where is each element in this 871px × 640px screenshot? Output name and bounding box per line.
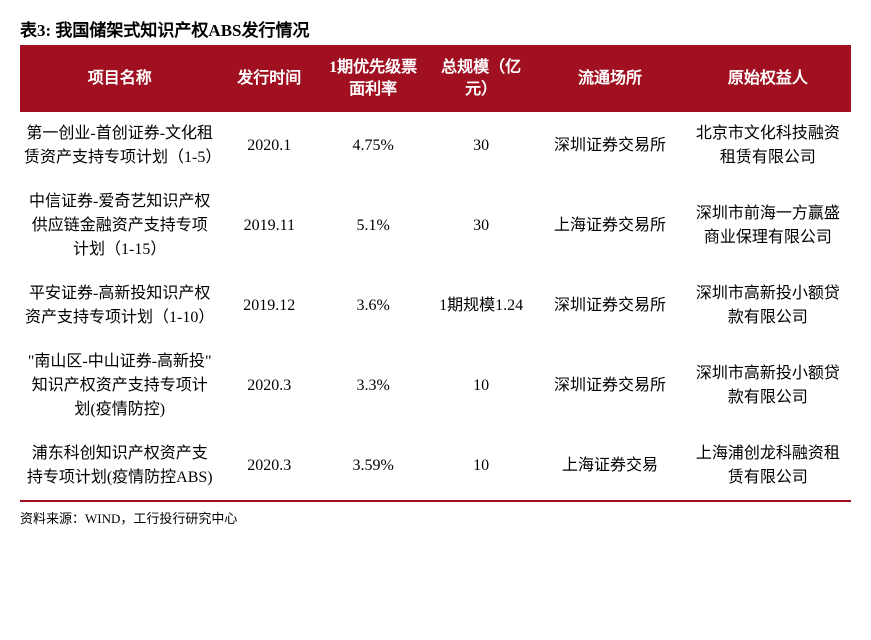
cell-exchange: 深圳证券交易所 (535, 272, 685, 340)
cell-date: 2020.3 (219, 432, 319, 500)
cell-originator: 深圳市前海一方赢盛商业保理有限公司 (685, 180, 851, 272)
cell-name: "南山区-中山证券-高新投" 知识产权资产支持专项计划(疫情防控) (20, 340, 219, 432)
cell-scale: 10 (427, 340, 535, 432)
header-rate: 1期优先级票面利率 (319, 47, 427, 112)
cell-date: 2019.11 (219, 180, 319, 272)
cell-exchange: 深圳证券交易所 (535, 340, 685, 432)
cell-rate: 3.3% (319, 340, 427, 432)
cell-name: 第一创业-首创证券-文化租赁资产支持专项计划（1-5） (20, 112, 219, 180)
header-scale: 总规模（亿元） (427, 47, 535, 112)
cell-rate: 4.75% (319, 112, 427, 180)
cell-exchange: 上海证券交易 (535, 432, 685, 500)
cell-name: 浦东科创知识产权资产支持专项计划(疫情防控ABS) (20, 432, 219, 500)
cell-scale: 30 (427, 180, 535, 272)
cell-date: 2019.12 (219, 272, 319, 340)
header-date: 发行时间 (219, 47, 319, 112)
cell-originator: 深圳市高新投小额贷款有限公司 (685, 272, 851, 340)
table-row: "南山区-中山证券-高新投" 知识产权资产支持专项计划(疫情防控) 2020.3… (20, 340, 851, 432)
table-title: 表3: 我国储架式知识产权ABS发行情况 (20, 10, 851, 47)
table-row: 中信证券-爱奇艺知识产权供应链金融资产支持专项计划（1-15） 2019.11 … (20, 180, 851, 272)
cell-name: 平安证券-高新投知识产权资产支持专项计划（1-10） (20, 272, 219, 340)
cell-rate: 5.1% (319, 180, 427, 272)
table-body: 第一创业-首创证券-文化租赁资产支持专项计划（1-5） 2020.1 4.75%… (20, 112, 851, 500)
cell-rate: 3.6% (319, 272, 427, 340)
cell-scale: 10 (427, 432, 535, 500)
cell-date: 2020.1 (219, 112, 319, 180)
cell-originator: 上海浦创龙科融资租赁有限公司 (685, 432, 851, 500)
cell-originator: 北京市文化科技融资租赁有限公司 (685, 112, 851, 180)
cell-exchange: 深圳证券交易所 (535, 112, 685, 180)
cell-date: 2020.3 (219, 340, 319, 432)
cell-name: 中信证券-爱奇艺知识产权供应链金融资产支持专项计划（1-15） (20, 180, 219, 272)
table-row: 第一创业-首创证券-文化租赁资产支持专项计划（1-5） 2020.1 4.75%… (20, 112, 851, 180)
cell-originator: 深圳市高新投小额贷款有限公司 (685, 340, 851, 432)
table-row: 平安证券-高新投知识产权资产支持专项计划（1-10） 2019.12 3.6% … (20, 272, 851, 340)
cell-rate: 3.59% (319, 432, 427, 500)
abs-table: 项目名称 发行时间 1期优先级票面利率 总规模（亿元） 流通场所 原始权益人 第… (20, 47, 851, 500)
cell-scale: 30 (427, 112, 535, 180)
cell-exchange: 上海证券交易所 (535, 180, 685, 272)
header-exchange: 流通场所 (535, 47, 685, 112)
header-name: 项目名称 (20, 47, 219, 112)
header-originator: 原始权益人 (685, 47, 851, 112)
header-row: 项目名称 发行时间 1期优先级票面利率 总规模（亿元） 流通场所 原始权益人 (20, 47, 851, 112)
source-note: 资料来源：WIND，工行投行研究中心 (20, 500, 851, 527)
cell-scale: 1期规模1.24 (427, 272, 535, 340)
table-row: 浦东科创知识产权资产支持专项计划(疫情防控ABS) 2020.3 3.59% 1… (20, 432, 851, 500)
